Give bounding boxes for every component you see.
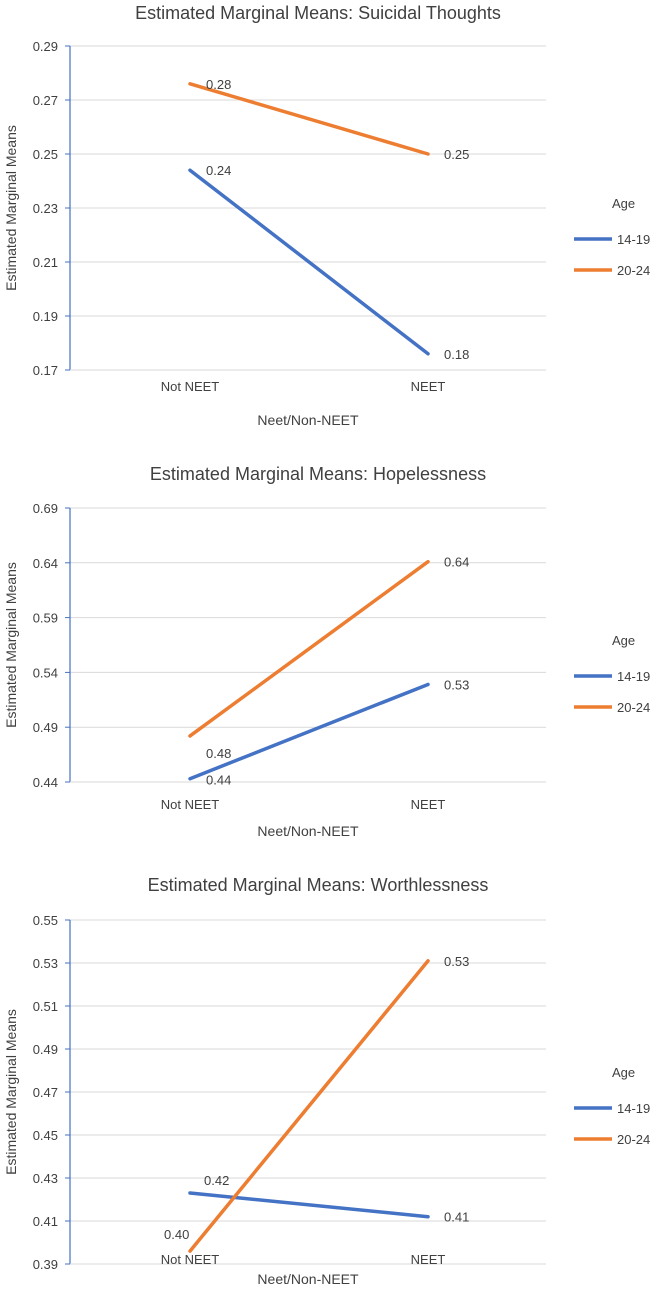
- y-axis-title: Estimated Marginal Means: [3, 562, 19, 728]
- legend-title: Age: [612, 633, 635, 648]
- y-tick-label: 0.25: [33, 147, 58, 162]
- series-line-14-19: [188, 168, 430, 356]
- x-tick-label: Not NEET: [161, 797, 220, 812]
- legend-label: 14-19: [617, 232, 650, 247]
- y-axis-title: Estimated Marginal Means: [3, 1009, 19, 1175]
- chart-title: Estimated Marginal Means: Worthlessness: [148, 875, 489, 895]
- y-tick-label: 0.69: [33, 501, 58, 516]
- data-label: 0.48: [206, 746, 231, 761]
- y-tick-label: 0.45: [33, 1128, 58, 1143]
- y-axis-title: Estimated Marginal Means: [3, 125, 19, 291]
- x-axis-title: Neet/Non-NEET: [257, 823, 359, 839]
- legend-label: 14-19: [617, 669, 650, 684]
- y-tick-label: 0.47: [33, 1085, 58, 1100]
- data-label: 0.44: [206, 773, 231, 788]
- data-label: 0.18: [444, 347, 469, 362]
- x-tick-label: NEET: [411, 797, 446, 812]
- x-tick-label: Not NEET: [161, 379, 220, 394]
- chart-panel-2: Estimated Marginal Means: Hopelessness 0.…: [3, 464, 650, 839]
- legend-label: 20-24: [617, 700, 650, 715]
- legend-label: 20-24: [617, 263, 650, 278]
- y-tick-label: 0.55: [33, 913, 58, 928]
- x-axis-title: Neet/Non-NEET: [257, 412, 359, 428]
- legend-label: 20-24: [617, 1132, 650, 1147]
- y-tick-label: 0.49: [33, 1042, 58, 1057]
- legend: Age 14-19 20-24: [574, 1065, 650, 1147]
- data-label: 0.28: [206, 77, 231, 92]
- legend: Age 14-19 20-24: [574, 196, 650, 278]
- y-tick-label: 0.43: [33, 1171, 58, 1186]
- data-label: 0.24: [206, 163, 231, 178]
- chart-panel-3: Estimated Marginal Means: Worthlessness 0…: [3, 875, 650, 1287]
- y-tick-label: 0.51: [33, 999, 58, 1014]
- series-line-20-24: [188, 82, 430, 156]
- y-tick-label: 0.23: [33, 201, 58, 216]
- data-label: 0.53: [444, 954, 469, 969]
- y-tick-label: 0.29: [33, 39, 58, 54]
- y-tick-label: 0.49: [33, 720, 58, 735]
- y-tick-label: 0.27: [33, 93, 58, 108]
- data-label: 0.64: [444, 555, 469, 570]
- data-label: 0.53: [444, 677, 469, 692]
- legend-label: 14-19: [617, 1101, 650, 1116]
- legend: Age 14-19 20-24: [574, 633, 650, 715]
- legend-title: Age: [612, 1065, 635, 1080]
- y-tick-label: 0.39: [33, 1257, 58, 1272]
- data-label: 0.41: [444, 1210, 469, 1225]
- y-tick-label: 0.54: [33, 665, 58, 680]
- y-tick-label: 0.17: [33, 363, 58, 378]
- x-tick-label: Not NEET: [161, 1252, 220, 1267]
- series-line-20-24: [188, 559, 430, 738]
- series-line-14-19: [188, 682, 430, 781]
- data-label: 0.40: [164, 1227, 189, 1242]
- series-line-14-19: [188, 1191, 430, 1219]
- legend-title: Age: [612, 196, 635, 211]
- y-tick-label: 0.64: [33, 556, 58, 571]
- y-tick-label: 0.53: [33, 956, 58, 971]
- x-tick-label: NEET: [411, 1252, 446, 1267]
- y-tick-label: 0.41: [33, 1214, 58, 1229]
- series-line-20-24: [188, 959, 430, 1253]
- chart-title: Estimated Marginal Means: Suicidal Thoug…: [135, 3, 501, 23]
- x-tick-label: NEET: [411, 379, 446, 394]
- chart-title: Estimated Marginal Means: Hopelessness: [150, 464, 486, 484]
- y-tick-label: 0.19: [33, 309, 58, 324]
- x-axis-title: Neet/Non-NEET: [257, 1271, 359, 1287]
- y-tick-label: 0.44: [33, 775, 58, 790]
- data-label: 0.42: [204, 1173, 229, 1188]
- y-tick-label: 0.59: [33, 611, 58, 626]
- chart-panel-1: Estimated Marginal Means: Suicidal Thoug…: [3, 3, 650, 428]
- data-label: 0.25: [444, 147, 469, 162]
- y-tick-label: 0.21: [33, 255, 58, 270]
